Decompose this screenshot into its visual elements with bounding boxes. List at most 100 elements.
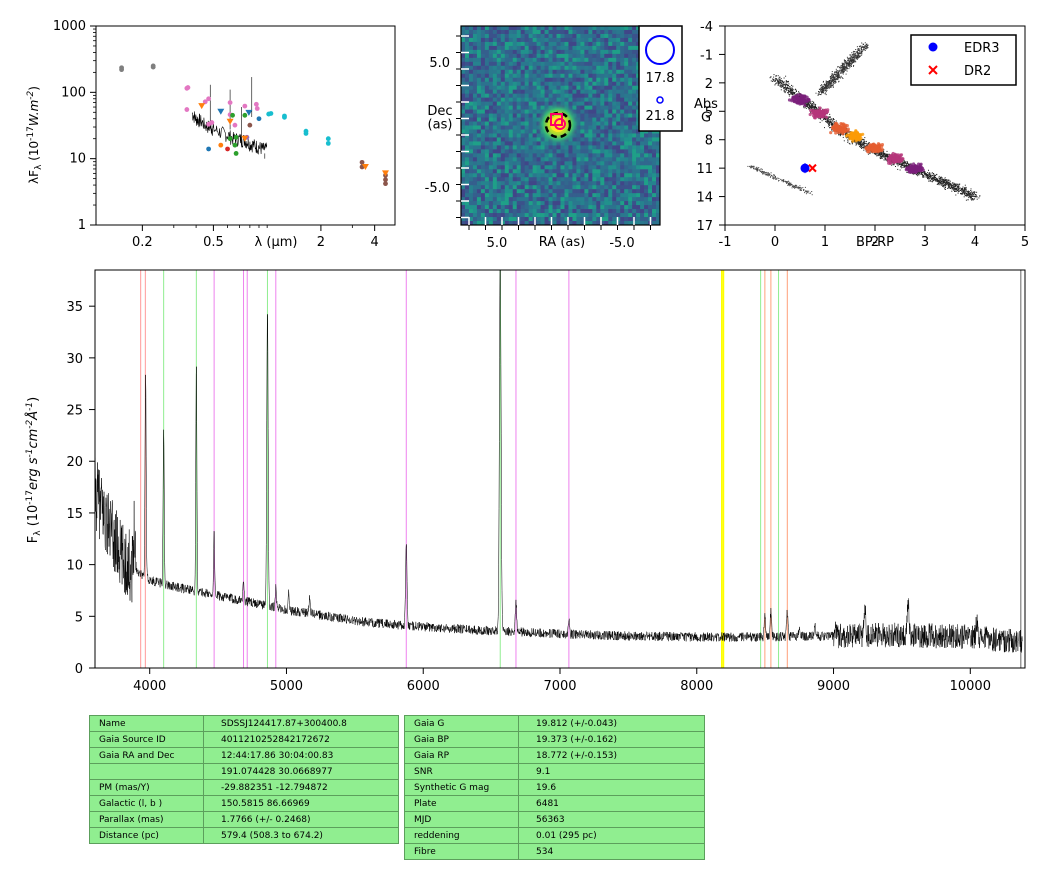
image-pixel <box>628 26 632 30</box>
sed-point <box>233 123 238 128</box>
image-pixel <box>608 189 612 193</box>
image-pixel <box>505 110 509 114</box>
image-pixel <box>469 213 473 217</box>
cmd-density-point <box>781 85 782 86</box>
image-pixel <box>525 50 529 54</box>
image-pixel <box>509 153 513 157</box>
image-pixel <box>521 133 525 137</box>
cmd-density-point <box>804 107 805 108</box>
image-pixel <box>525 201 529 205</box>
image-pixel <box>561 90 565 94</box>
image-xtick-right: -5.0 <box>609 236 634 251</box>
image-pixel <box>465 110 469 114</box>
image-pixel <box>509 177 513 181</box>
image-pixel <box>604 118 608 122</box>
image-pixel <box>632 209 636 213</box>
cmd-density-point <box>976 197 977 198</box>
image-pixel <box>572 74 576 78</box>
image-pixel <box>632 133 636 137</box>
cmd-density-point <box>825 119 826 120</box>
sed-point <box>247 123 252 128</box>
image-pixel <box>616 66 620 70</box>
image-pixel <box>529 165 533 169</box>
image-pixel <box>477 98 481 102</box>
image-pixel <box>561 70 565 74</box>
image-pixel <box>509 201 513 205</box>
image-pixel <box>517 157 521 161</box>
image-pixel <box>517 62 521 66</box>
image-pixel <box>525 133 529 137</box>
cmd-density-point <box>788 82 789 83</box>
image-pixel <box>592 185 596 189</box>
image-pixel <box>473 149 477 153</box>
image-pixel <box>493 58 497 62</box>
image-pixel <box>509 42 513 46</box>
image-pixel <box>497 149 501 153</box>
image-pixel <box>648 181 652 185</box>
cmd-density-point <box>936 178 937 179</box>
image-pixel <box>489 197 493 201</box>
image-pixel <box>608 82 612 86</box>
image-pixel <box>564 94 568 98</box>
image-pixel <box>529 110 533 114</box>
image-pixel <box>568 46 572 50</box>
image-pixel <box>529 185 533 189</box>
image-pixel <box>545 185 549 189</box>
cmd-density-point <box>882 158 883 159</box>
cmd-density-point <box>865 42 866 43</box>
image-pixel <box>469 74 473 78</box>
cmd-density-point <box>824 118 825 119</box>
image-pixel <box>529 94 533 98</box>
image-pixel <box>644 149 648 153</box>
image-pixel <box>600 34 604 38</box>
image-pixel <box>652 205 656 209</box>
image-pixel <box>497 169 501 173</box>
image-pixel <box>632 205 636 209</box>
image-pixel <box>557 82 561 86</box>
image-pixel <box>612 66 616 70</box>
image-pixel <box>636 165 640 169</box>
image-pixel <box>596 133 600 137</box>
cmd-density-point <box>973 199 974 200</box>
sed-xtick-label: 4 <box>371 235 379 250</box>
image-pixel <box>529 169 533 173</box>
image-pixel <box>584 197 588 201</box>
image-pixel <box>596 181 600 185</box>
image-pixel <box>596 94 600 98</box>
image-pixel <box>529 86 533 90</box>
image-pixel <box>521 177 525 181</box>
image-pixel <box>576 94 580 98</box>
image-pixel <box>604 102 608 106</box>
image-pixel <box>481 145 485 149</box>
image-pixel <box>465 38 469 42</box>
image-pixel <box>564 38 568 42</box>
cmd-density-point <box>773 77 774 78</box>
cmd-density-point <box>928 170 929 171</box>
image-pixel <box>525 185 529 189</box>
image-pixel <box>533 193 537 197</box>
image-pixel <box>580 185 584 189</box>
image-pixel <box>636 213 640 217</box>
cmd-density-point <box>966 189 967 190</box>
image-pixel <box>632 66 636 70</box>
image-pixel <box>469 189 473 193</box>
cmd-density-point <box>959 189 960 190</box>
image-pixel <box>632 137 636 141</box>
image-pixel <box>632 94 636 98</box>
image-pixel <box>584 173 588 177</box>
cmd-density-point <box>955 191 956 192</box>
image-pixel <box>505 50 509 54</box>
cmd-density-point <box>967 196 968 197</box>
image-pixel <box>537 98 541 102</box>
cmd-density-point <box>906 163 907 164</box>
image-pixel <box>513 110 517 114</box>
image-pixel <box>596 86 600 90</box>
image-pixel <box>465 173 469 177</box>
image-pixel <box>513 133 517 137</box>
image-pixel <box>529 137 533 141</box>
cmd-density-point <box>895 166 896 167</box>
image-pixel <box>481 205 485 209</box>
image-pixel <box>489 70 493 74</box>
image-pixel <box>517 78 521 82</box>
image-pixel <box>580 66 584 70</box>
